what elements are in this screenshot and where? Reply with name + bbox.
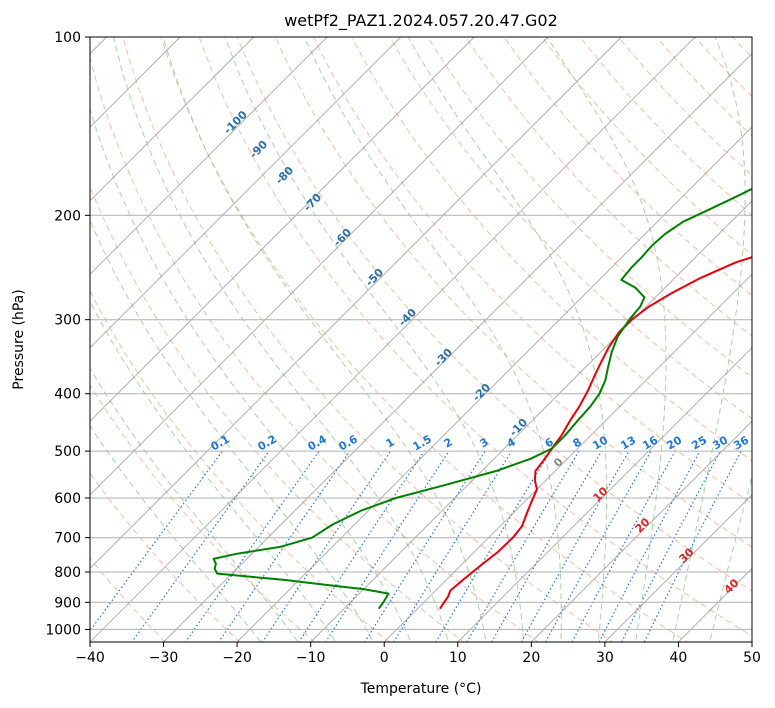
isotherm-line xyxy=(90,37,622,570)
dry-adiabat-line xyxy=(503,37,752,297)
y-tick-label: 900 xyxy=(54,595,81,611)
y-tick-label: 600 xyxy=(54,491,81,507)
x-tick-label: 30 xyxy=(596,650,614,666)
dry-adiabat-line xyxy=(198,37,752,637)
x-tick-label: −40 xyxy=(75,650,105,666)
isotherm-line xyxy=(90,37,402,349)
mixing-ratio-line xyxy=(324,450,450,642)
y-tick-label: 700 xyxy=(54,531,81,547)
mixing-ratio-line xyxy=(298,450,425,642)
x-tick-label: 10 xyxy=(449,650,467,666)
chart-title: wetPf2_PAZ1.2024.057.20.47.G02 xyxy=(284,11,558,31)
isotherm-line xyxy=(457,347,752,642)
x-tick-label: 20 xyxy=(522,650,540,666)
moist-adiabat-line xyxy=(90,424,262,642)
isotherm-line xyxy=(604,494,752,642)
mixing-ratio-line xyxy=(435,450,552,642)
dewpoint-line xyxy=(212,187,752,609)
isotherm-line xyxy=(530,420,752,642)
y-tick-label: 300 xyxy=(54,313,81,329)
moist-adiabat-line xyxy=(709,475,752,642)
series-layer xyxy=(212,187,752,609)
y-tick-label: 500 xyxy=(54,444,81,460)
dry-adiabat-line xyxy=(90,472,241,642)
y-tick-label: 100 xyxy=(54,30,81,46)
grid-layer xyxy=(90,37,752,642)
moist-adiabat-line xyxy=(90,367,299,642)
x-tick-label: −30 xyxy=(149,650,179,666)
x-tick-label: 0 xyxy=(380,650,389,666)
temperature-line xyxy=(439,256,752,609)
x-tick-label: 40 xyxy=(670,650,688,666)
dry-adiabat-line xyxy=(236,37,752,592)
mixing-ratio-line xyxy=(218,450,351,642)
dry-adiabat-line xyxy=(351,37,752,462)
dry-adiabat-line xyxy=(122,37,614,642)
moist-adiabat-line xyxy=(546,37,667,642)
mixing-ratio-line xyxy=(90,450,223,632)
y-axis-ticks: 100 200 300 400 500 600 700 800 900 1000 xyxy=(45,30,90,638)
x-axis-title: Temperature (°C) xyxy=(360,681,482,697)
mixing-ratio-line xyxy=(184,450,320,642)
y-tick-label: 400 xyxy=(54,387,81,403)
moist-adiabat-line xyxy=(90,107,412,642)
moist-adiabat-line xyxy=(90,218,374,642)
mixing-ratio-line xyxy=(571,450,676,642)
mixing-ratio-line xyxy=(261,450,391,642)
isotherm-line xyxy=(163,52,752,642)
y-axis-title: Pressure (hPa) xyxy=(11,289,27,389)
mixing-ratio-line xyxy=(466,450,580,642)
x-tick-label: −20 xyxy=(222,650,252,666)
moist-adiabat-line xyxy=(303,37,562,642)
isotherm-line xyxy=(90,37,696,642)
x-tick-label: −10 xyxy=(296,650,326,666)
dry-adiabat-line xyxy=(90,185,465,642)
moist-adiabat-line xyxy=(112,37,450,642)
mixing-ratio-line xyxy=(491,450,603,642)
x-tick-label: 50 xyxy=(743,650,761,666)
y-tick-label: 200 xyxy=(54,208,81,224)
isotherm-line xyxy=(236,126,752,642)
y-tick-label: 1000 xyxy=(45,622,81,638)
mixing-ratio-line xyxy=(393,450,513,642)
moist-adiabat-line xyxy=(224,37,525,642)
mixing-ratio-line xyxy=(598,450,701,642)
moist-adiabat-line xyxy=(672,37,746,642)
isotherm-line xyxy=(383,273,752,642)
dry-adiabat-line xyxy=(90,384,316,642)
dry-adiabat-line xyxy=(312,37,752,505)
x-axis-ticks: −40 −30 −20 −10 0 10 20 30 40 50 xyxy=(75,642,761,666)
isotherm-line xyxy=(90,37,549,496)
dry-adiabat-line xyxy=(90,55,539,642)
isotherm-line xyxy=(90,37,255,202)
dry-adiabat-line xyxy=(274,37,752,548)
isotherm-line xyxy=(90,37,475,422)
moist-adiabat-line xyxy=(407,37,608,642)
y-tick-label: 800 xyxy=(54,565,81,581)
isotherm-line xyxy=(90,37,328,275)
moist-adiabat-line xyxy=(90,300,337,642)
plot-frame xyxy=(89,36,753,643)
moist-adiabat-line xyxy=(162,37,487,642)
